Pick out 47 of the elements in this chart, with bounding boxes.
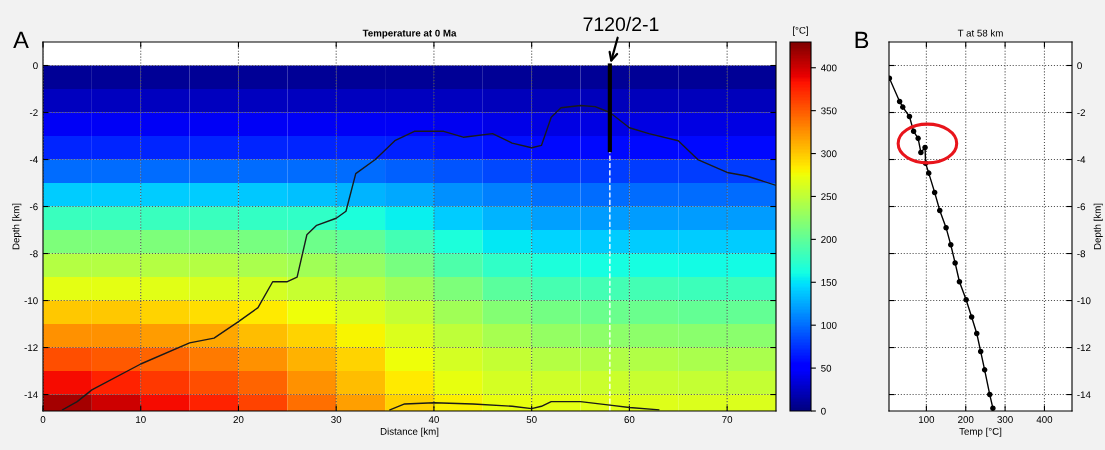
x-tick-label: 100 bbox=[919, 416, 935, 423]
y-tick-label: -4 bbox=[1077, 156, 1086, 164]
x-tick-label: 60 bbox=[624, 416, 635, 423]
y-tick-label: -12 bbox=[1077, 344, 1091, 352]
chart-title: Temperature at 0 Ma bbox=[362, 29, 457, 39]
y-tick-label: 0 bbox=[1077, 62, 1082, 70]
y-tick-label: -8 bbox=[29, 250, 38, 258]
x-tick-label: 70 bbox=[722, 416, 733, 423]
x-tick-label: 200 bbox=[958, 416, 974, 423]
annotation: 7120/2-1 bbox=[583, 16, 659, 32]
x-tick-label: 300 bbox=[997, 416, 1013, 423]
x-axis-title: Distance [km] bbox=[380, 427, 439, 437]
text: B bbox=[855, 31, 869, 49]
y-tick-label: -2 bbox=[29, 109, 38, 117]
color-bar-label: 400 bbox=[820, 64, 837, 72]
color-bar-label: 150 bbox=[821, 279, 837, 286]
x-tick-label: 400 bbox=[1036, 416, 1053, 423]
y-tick-label: -10 bbox=[1077, 297, 1091, 305]
y-axis-title: Depth [km] bbox=[12, 203, 22, 250]
y-axis-title: Depth [km] bbox=[1093, 203, 1103, 250]
y-tick-label: 0 bbox=[33, 62, 38, 70]
y-tick-label: -8 bbox=[1077, 250, 1086, 258]
y-tick-label: -10 bbox=[24, 297, 38, 305]
color-bar-label: 100 bbox=[821, 321, 837, 329]
color-bar-label: 50 bbox=[821, 364, 832, 372]
x-tick-label: 10 bbox=[136, 416, 146, 423]
color-bar-label: 200 bbox=[821, 236, 837, 243]
chart-title: T at 58 km bbox=[957, 29, 1003, 37]
y-tick-label: -12 bbox=[24, 344, 38, 352]
x-tick-label: 0 bbox=[40, 416, 46, 423]
color-bar-label: 300 bbox=[821, 150, 837, 158]
color-bar-label: 350 bbox=[821, 107, 837, 115]
y-tick-label: -4 bbox=[29, 156, 38, 164]
color-bar-title: [°C] bbox=[793, 26, 808, 36]
x-tick-label: 40 bbox=[428, 416, 439, 423]
y-tick-label: -6 bbox=[29, 203, 38, 211]
y-tick-label: -14 bbox=[1077, 391, 1091, 399]
x-tick-label: 20 bbox=[233, 416, 244, 423]
x-axis-title: Temp [°C] bbox=[959, 427, 1002, 437]
x-tick-label: 30 bbox=[331, 416, 342, 423]
color-bar-label: 250 bbox=[821, 193, 837, 201]
color-bar-label: 0 bbox=[821, 407, 826, 415]
x-tick-label: 50 bbox=[526, 416, 537, 423]
y-tick-label: -6 bbox=[1077, 203, 1086, 211]
y-tick-label: -14 bbox=[24, 391, 38, 399]
y-tick-label: -2 bbox=[1077, 109, 1086, 117]
text: A bbox=[13, 31, 29, 49]
